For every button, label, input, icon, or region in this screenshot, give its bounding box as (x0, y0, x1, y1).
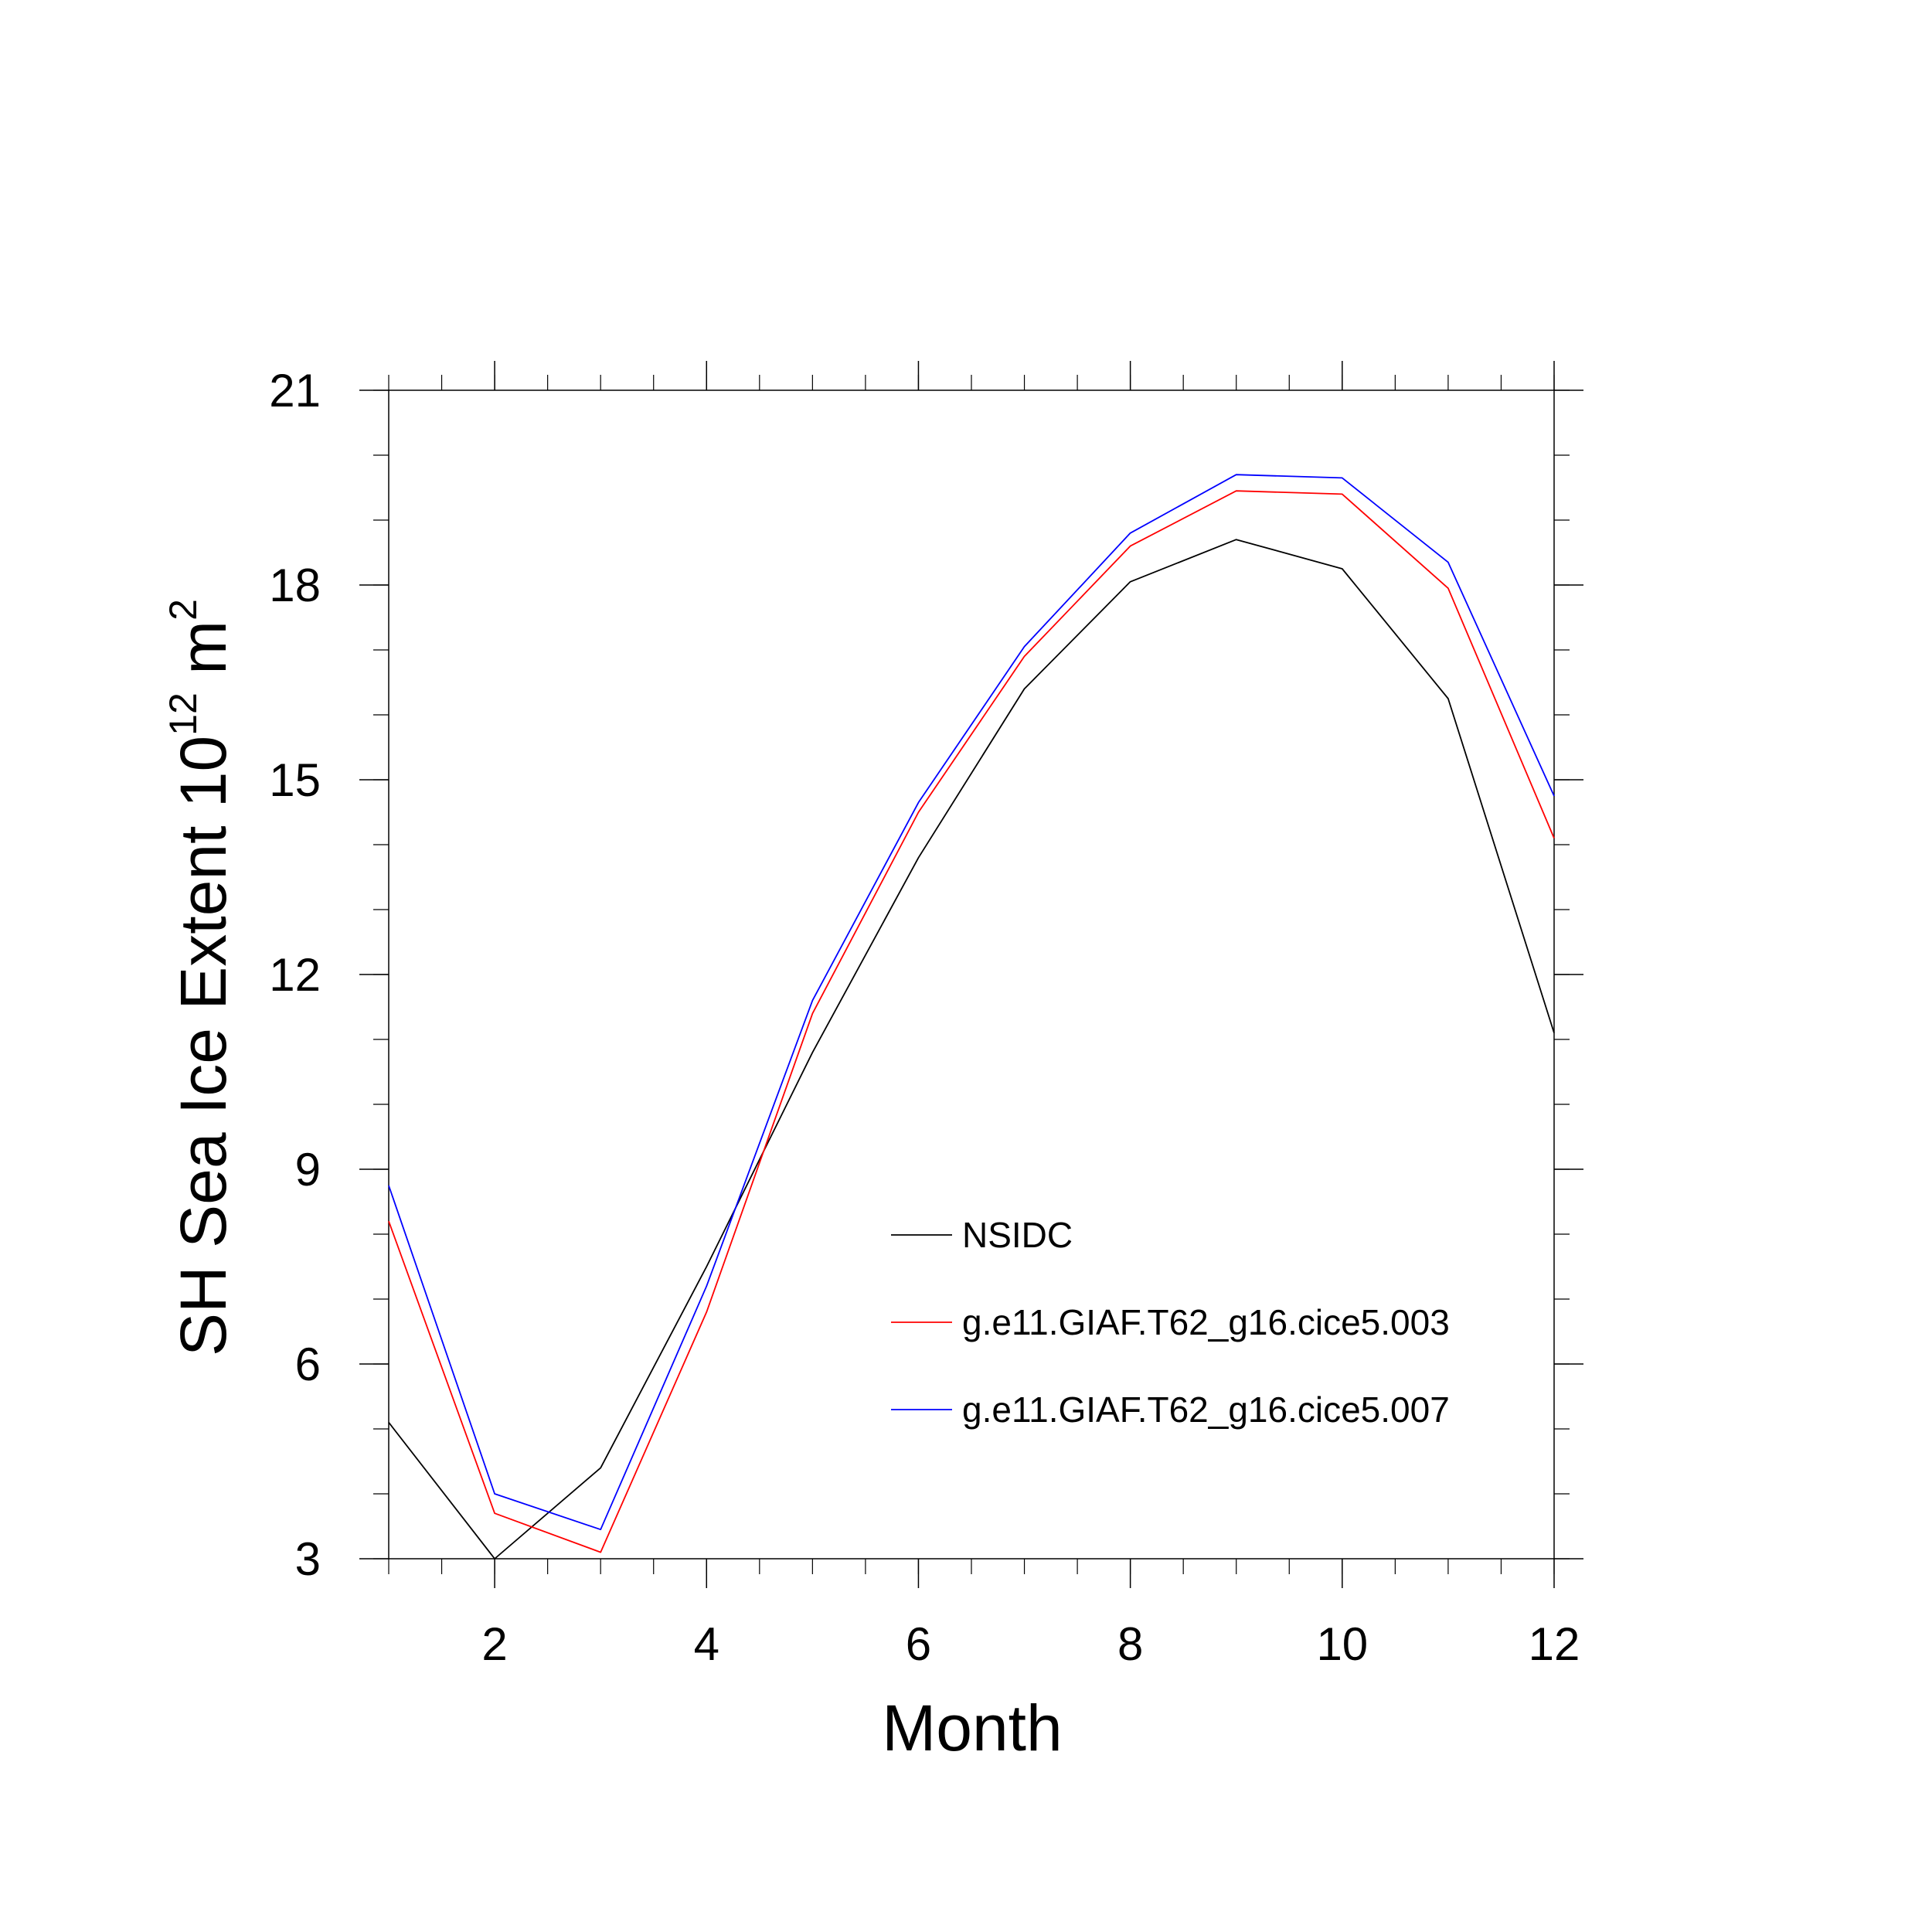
y-tick-label: 15 (269, 754, 321, 806)
series-line-2 (388, 490, 1555, 1553)
y-axis-label-prefix: SH Sea Ice Extent 10 (167, 736, 240, 1356)
series-lines (388, 474, 1555, 1560)
y-axis-label-unit: m (167, 621, 240, 692)
axis-labels: Month SH Sea Ice Extent 1012 m2 (162, 599, 1063, 1764)
legend: NSIDC g.e11.GIAF.T62_g16.cice5.003 g.e11.G… (891, 1215, 1450, 1430)
y-tick-label: 6 (295, 1338, 321, 1390)
y-tick-label: 18 (269, 560, 321, 611)
legend-label: g.e11.GIAF.T62_g16.cice5.003 (962, 1302, 1450, 1342)
x-tick-label: 10 (1316, 1618, 1368, 1670)
series-line-1 (388, 539, 1555, 1560)
legend-label: NSIDC (962, 1215, 1073, 1255)
y-tick-label: 3 (295, 1533, 321, 1585)
y-axis-label-unit-exponent: 2 (162, 599, 205, 621)
axes: 2 4 6 8 10 12 3 6 9 12 15 18 21 (269, 361, 1583, 1670)
legend-label: g.e11.GIAF.T62_g16.cice5.007 (962, 1389, 1450, 1430)
y-tick-label: 21 (269, 365, 321, 417)
y-tick-label: 9 (295, 1144, 321, 1196)
plot-frame (388, 389, 1555, 1560)
x-tick-label: 6 (906, 1618, 931, 1670)
y-tick-label: 12 (269, 949, 321, 1001)
y-axis-label-exponent: 12 (162, 692, 205, 736)
x-tick-label: 4 (694, 1618, 719, 1670)
x-tick-label: 12 (1529, 1618, 1580, 1670)
series-line-3 (388, 474, 1555, 1531)
x-axis-label: Month (882, 1692, 1062, 1764)
x-tick-label: 2 (481, 1618, 507, 1670)
x-tick-label: 8 (1117, 1618, 1143, 1670)
y-axis-label: SH Sea Ice Extent 1012 m2 (162, 599, 240, 1356)
